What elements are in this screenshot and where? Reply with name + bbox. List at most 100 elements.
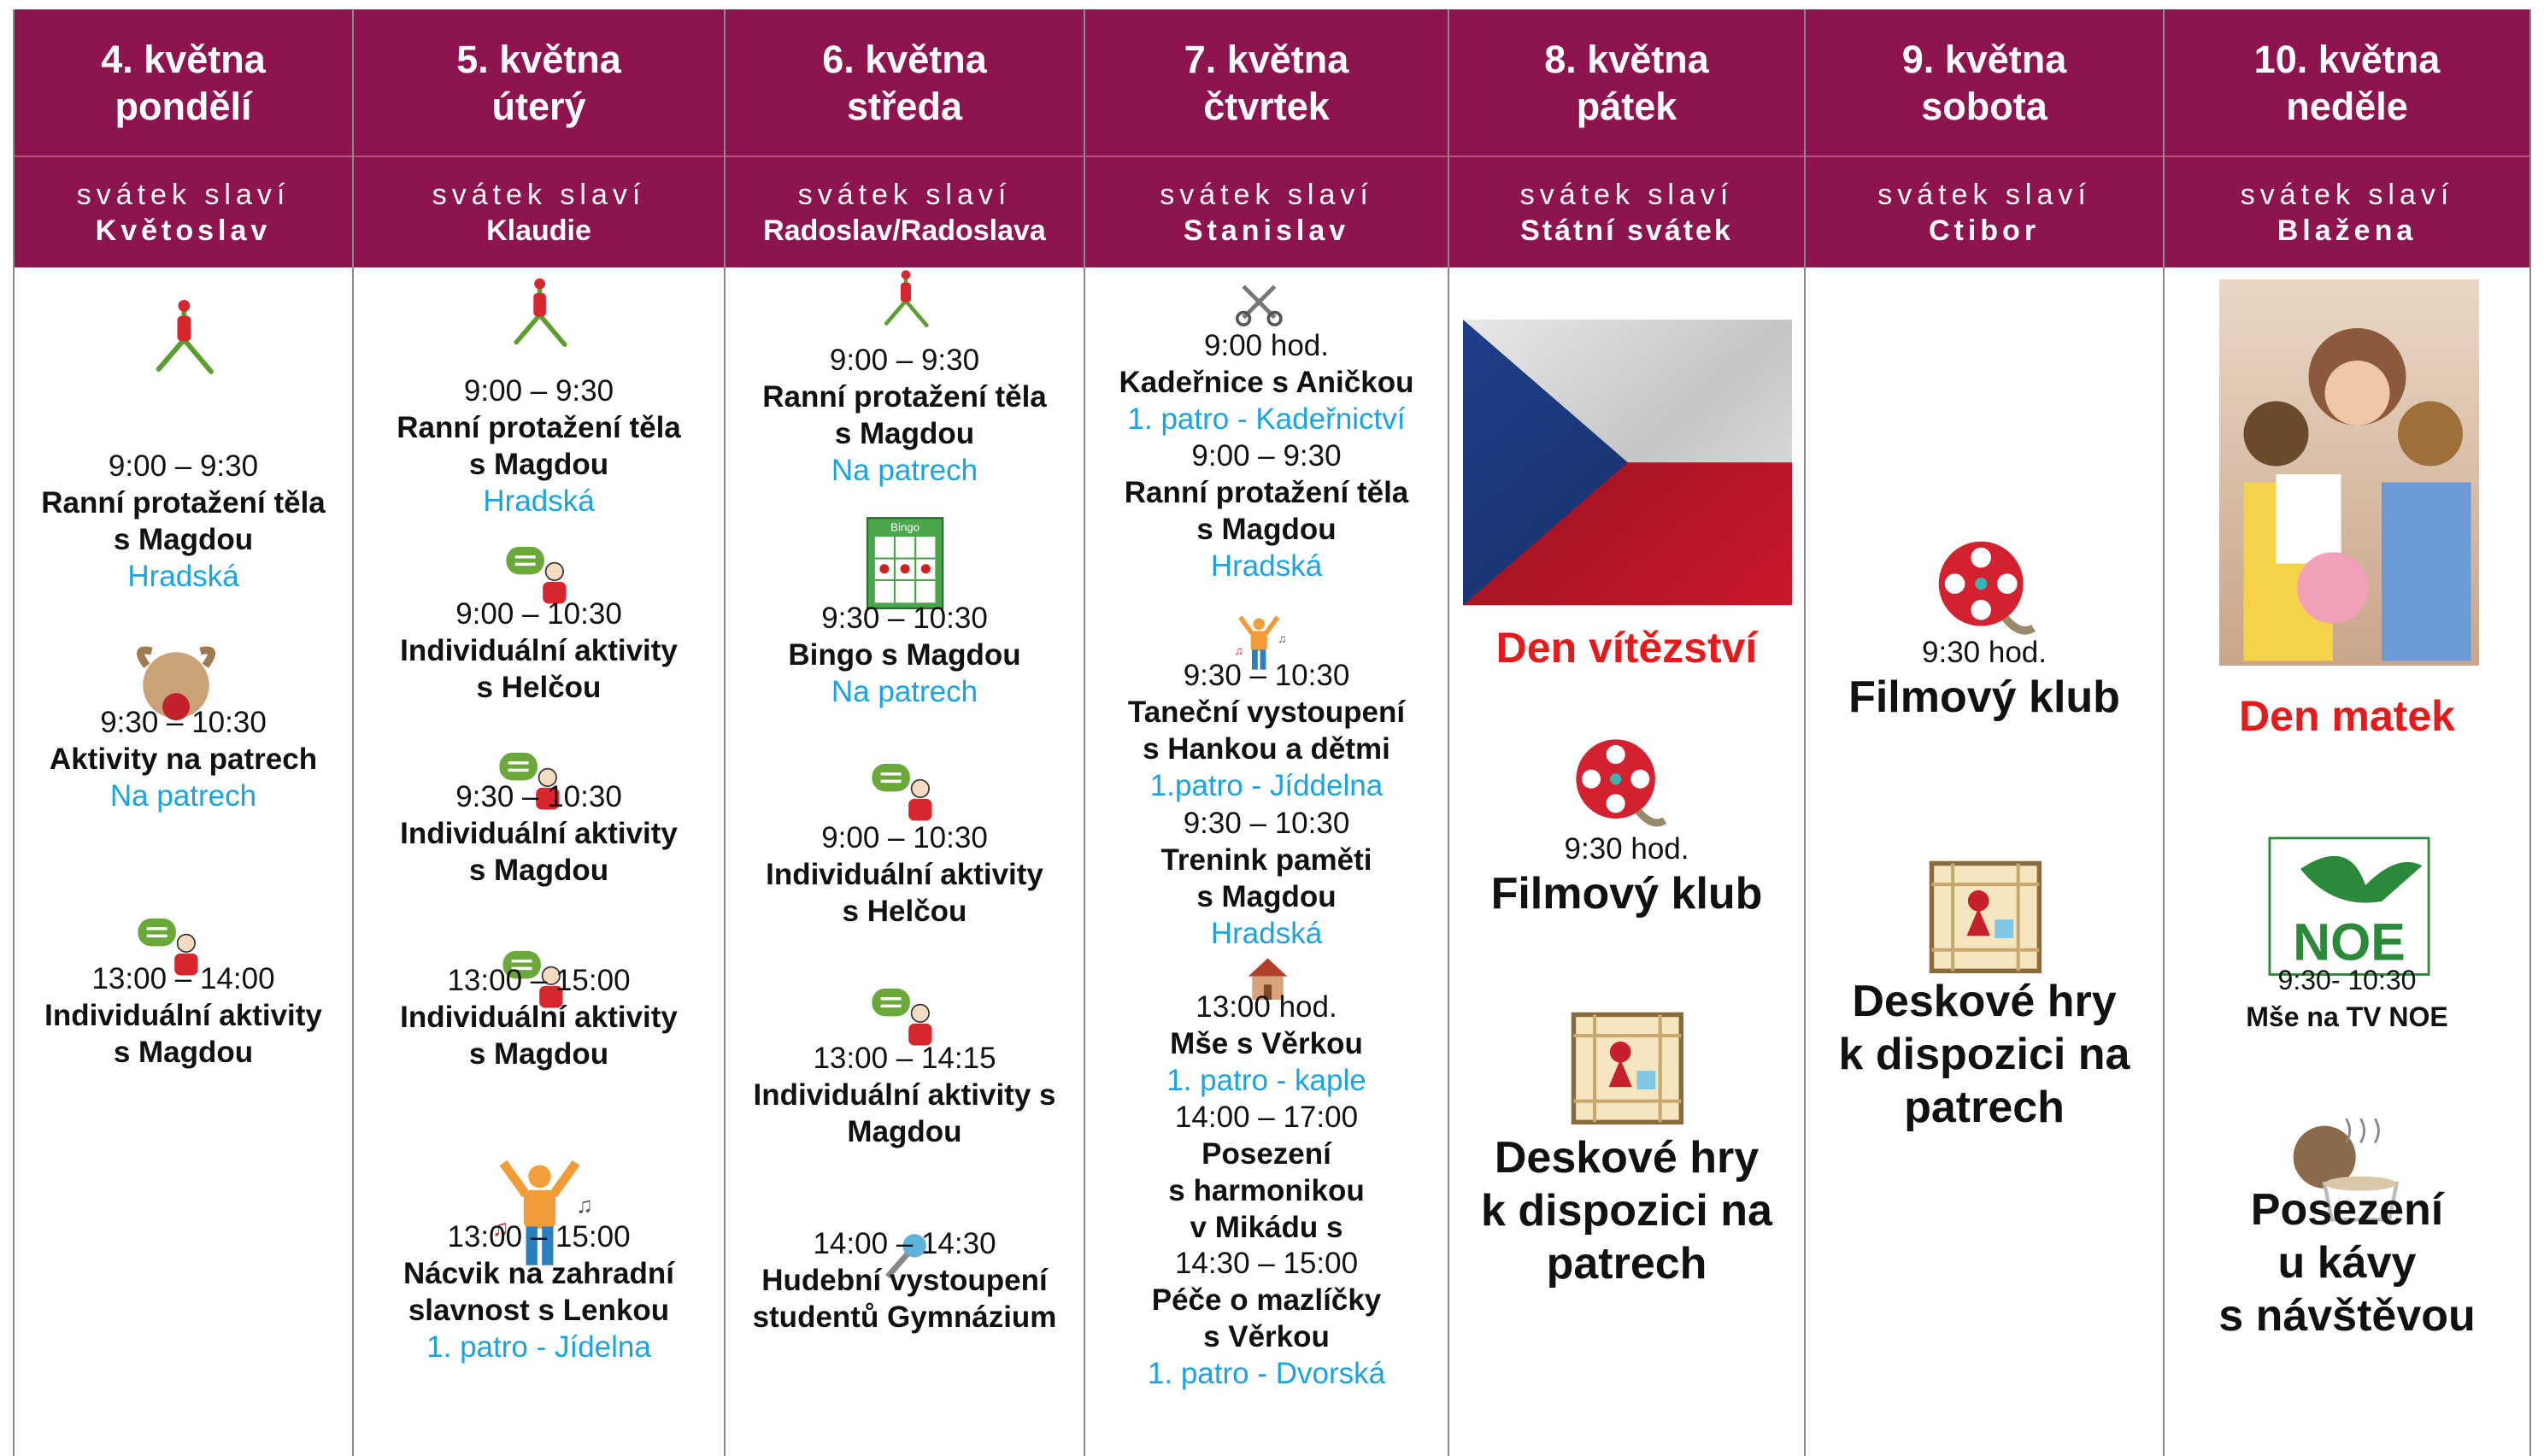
event-title: Ranní protažení těla [397,411,681,445]
event-title: s Magdou [113,522,254,556]
event: 13:00 – 14:00 Individuální aktivity s Magd… [15,960,352,1071]
event: 9:00 – 9:30 Ranní protažení těla s Magdou N… [726,342,1084,489]
event-title: s Magdou [1196,879,1337,913]
event-title: Mše s Věrkou [1170,1026,1363,1060]
event-place: 1.patro - Jíddelna [1149,768,1384,802]
event-time: 14:30 – 15:00 [1174,1246,1359,1280]
icon-dance: ♫ ♫ [1230,614,1288,672]
event-place: 1. patro - Kadeřnictví [1127,402,1406,437]
event-time: 14:00 – 17:00 [1174,1100,1359,1134]
weekday: pátek [1576,84,1677,128]
event-title: Individuální aktivity [44,999,322,1033]
nameday-name: Státní svátek [1520,214,1733,247]
board-icon [1571,1012,1684,1124]
icon-yoga [501,276,579,354]
nameday-label: svátek slaví [1877,178,2091,211]
event-place: 1. patro - kaple [1166,1063,1366,1097]
event-time: 13:00 – 14:15 [813,1042,996,1076]
film-icon [1938,541,2036,635]
event-title: v Mikádu s [1190,1210,1343,1244]
event-title: k dispozici na [1481,1185,1772,1236]
event: 9:00 – 10:30 Individuální aktivity s Helčo… [726,819,1084,930]
icon-chat [503,541,577,614]
day-column: 8. května pátek svátek slaví Státní svátek D… [1448,9,1804,1456]
weekday: úterý [491,84,586,128]
event: 9:00 – 10:30 Individuální aktivity s Helčo… [354,596,724,706]
highlight: Den vítězství [1495,624,1758,672]
event-time: 9:30 – 10:30 [455,780,622,814]
event-title: Deskové hry [1494,1132,1760,1183]
logo-text: NOE [2293,913,2406,971]
icon-text: Bingo [891,521,920,534]
icon-church [1243,954,1292,1003]
event: 9:00 hod. Kadeřnice s Aničkou 1. patro - K… [1085,327,1448,437]
event: 14:00 – 17:00 Posezení s harmonikou v Mikád… [1085,1099,1448,1246]
icon-photo [2218,279,2479,666]
event-title: Ranní protažení těla [1124,476,1409,510]
event-title: Nácvik na zahradní [402,1257,675,1291]
chat-icon [502,950,563,1008]
nameday-label: svátek slaví [1519,178,1734,211]
nameday-name: Blažena [2277,214,2418,247]
event-title: Kadeřnice s Aničkou [1119,366,1414,400]
event-time: 9:30- 10:30 [2277,965,2417,996]
event-place: Hradská [1210,916,1323,950]
day-column: 10. května neděle svátek slaví Blažena NOE De… [2163,9,2531,1456]
day-header: 6. května středa [726,9,1084,157]
event: 14:00 – 14:30 Hudební vystoupení studentů … [726,1225,1084,1336]
mic-icon [885,1234,927,1279]
bingo-icon: Bingo [867,517,944,610]
day-header: 8. května pátek [1449,9,1804,157]
nameday-label: svátek slaví [76,178,291,211]
chat-icon [506,546,567,604]
icon-noe: NOE [2267,836,2430,976]
nameday-header: svátek slaví Blažena [2165,157,2529,267]
weekday: čtvrtek [1203,84,1330,128]
nameday-header: svátek slaví Radoslav/Radoslava [726,157,1084,267]
event-title: studentů Gymnázium [752,1300,1057,1334]
date: 7. května [1184,37,1349,81]
event-title: Individuální aktivity s [753,1078,1056,1113]
event-title: s Magdou [468,1037,609,1071]
event: 13:00 hod. Mše s Věrkou 1. patro - kaple [1085,989,1448,1099]
svg-text:♫: ♫ [1235,644,1243,657]
event-time: 9:00 – 9:30 [108,449,259,483]
svg-text:♫: ♫ [576,1192,593,1218]
event-time: 13:00 – 14:00 [91,962,275,996]
icon-scissors [1233,276,1285,328]
event-title: Trenink paměti [1160,842,1372,877]
event-time: 13:00 – 15:00 [447,1220,631,1254]
event: 9:30 – 10:30 Trenink paměti s Magdou Hradsk… [1085,805,1448,952]
icon-board [1569,1010,1686,1127]
event-title: s Magdou [468,448,609,482]
yoga-icon [884,269,929,327]
icon-coffee [2288,1109,2409,1230]
day-column: 6. května středa svátek slaví Radoslav/Rado… [724,9,1084,1456]
event: Posezení u kávy s návštěvou [2165,1183,2529,1342]
event-title: Posezení [1201,1136,1331,1171]
date: 8. května [1544,37,1709,81]
event-title: u kávy [2277,1237,2417,1288]
nameday-header: svátek slaví Květoslav [15,157,352,267]
icon-flag [1462,320,1793,606]
weekday: středa [846,84,963,128]
icon-mic [876,1227,934,1285]
event-title: Péče o mazlíčky [1151,1283,1382,1317]
icon-dance: ♫ ♫ [483,1156,596,1270]
dance-icon: ♫♫ [1235,615,1287,670]
day-header: 9. května sobota [1806,9,2163,157]
event-title: s Magdou [468,854,609,888]
yoga-icon [156,299,214,374]
day-header: 7. května čtvrtek [1085,9,1448,157]
event-title: s Hankou a dětmi [1143,731,1390,766]
dance-icon: ♫♫ [492,1160,593,1265]
day-column: 7. května čtvrtek svátek slaví Stanislav ♫ ♫ 9… [1084,9,1448,1456]
date: 4. května [101,37,266,81]
event-time: 9:00 – 9:30 [1191,439,1342,473]
event: 13:00 – 15:00 Individuální aktivity s Magd… [354,962,724,1072]
photo [2218,279,2479,666]
event-place: Na patrech [831,675,978,709]
event-place: Na patrech [831,454,978,488]
event-place: Hradská [1210,549,1323,584]
